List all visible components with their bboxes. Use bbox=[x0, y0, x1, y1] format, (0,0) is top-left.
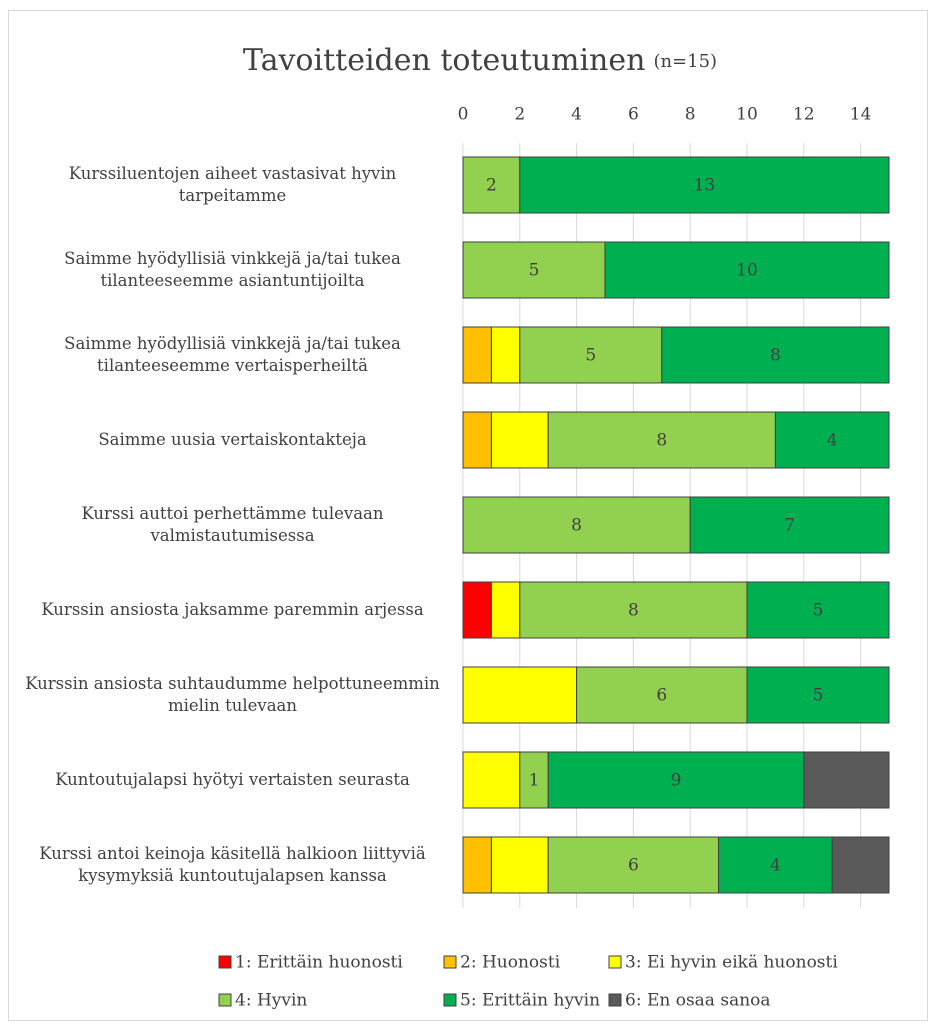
bar-segment bbox=[689, 496, 890, 554]
bar-segment bbox=[490, 836, 549, 894]
x-tick-label: 12 bbox=[793, 105, 815, 125]
bar-segment bbox=[462, 241, 606, 299]
bar-segment bbox=[490, 581, 521, 639]
bar-segment bbox=[490, 411, 549, 469]
category-label: Saimme uusia vertaiskontakteja bbox=[98, 430, 367, 449]
x-tick-label: 8 bbox=[685, 105, 696, 125]
bar-segment bbox=[547, 751, 805, 809]
legend-label: 2: Huonosti bbox=[460, 953, 561, 973]
legend-swatch bbox=[608, 955, 622, 969]
category-label: Kurssiluentojen aiheet vastasivat hyvin … bbox=[68, 164, 397, 205]
legend-label: 6: En osaa sanoa bbox=[625, 991, 771, 1011]
data-label: 5 bbox=[813, 686, 824, 706]
bar-segment bbox=[831, 836, 890, 894]
category-label: Kurssin ansiosta jaksamme paremmin arjes… bbox=[41, 600, 424, 619]
data-label: 8 bbox=[628, 601, 639, 621]
category-label-box: Kurssi auttoi perhettämme tulevaan valmi… bbox=[81, 504, 384, 545]
category-label: Saimme hyödyllisiä vinkkejä ja/tai tukea… bbox=[64, 334, 401, 375]
bar-segment bbox=[604, 241, 890, 299]
legend-swatch bbox=[608, 993, 622, 1007]
category-label-box: Saimme hyödyllisiä vinkkejä ja/tai tukea… bbox=[64, 249, 401, 290]
category-label-box: Kuntoutujalapsi hyötyi vertaisten seuras… bbox=[55, 770, 410, 789]
chart-title-line: Tavoitteiden toteutuminen (n=15) bbox=[243, 43, 717, 78]
bar-segment bbox=[462, 156, 521, 214]
data-label: 6 bbox=[656, 686, 667, 706]
data-label: 6 bbox=[628, 856, 639, 876]
bar-segment bbox=[519, 156, 890, 214]
bar-segment bbox=[462, 836, 492, 894]
bar-segment bbox=[462, 496, 691, 554]
data-label: 7 bbox=[784, 516, 795, 536]
x-tick-label: 6 bbox=[628, 105, 639, 125]
legend-label: 5: Erittäin hyvin bbox=[460, 991, 600, 1011]
category-label-box: Saimme uusia vertaiskontakteja bbox=[98, 430, 367, 449]
data-label: 4 bbox=[827, 431, 838, 451]
x-tick-label: 10 bbox=[736, 105, 758, 125]
bar-segment bbox=[746, 666, 890, 724]
x-tick-label: 4 bbox=[571, 105, 582, 125]
data-label: 5 bbox=[529, 261, 540, 281]
bar-segment bbox=[547, 411, 776, 469]
x-tick-label: 2 bbox=[514, 105, 525, 125]
bar-segment bbox=[462, 411, 492, 469]
category-label-box: Kurssin ansiosta suhtaudumme helpottunee… bbox=[25, 674, 440, 715]
category-label-box: Kurssin ansiosta jaksamme paremmin arjes… bbox=[41, 600, 424, 619]
bar-segment bbox=[547, 836, 720, 894]
bar-segment bbox=[661, 326, 890, 384]
bar-segment bbox=[519, 751, 549, 809]
data-label: 1 bbox=[529, 771, 540, 791]
bar-segment bbox=[462, 581, 492, 639]
bar-segment bbox=[576, 666, 748, 724]
legend-label: 3: Ei hyvin eikä huonosti bbox=[625, 953, 838, 973]
category-label: Kurssi antoi keinoja käsitellä halkioon … bbox=[39, 844, 426, 885]
legend-swatch bbox=[218, 955, 232, 969]
data-label: 2 bbox=[486, 176, 497, 196]
bar-segment bbox=[462, 751, 521, 809]
data-label: 13 bbox=[694, 176, 716, 196]
data-label: 8 bbox=[571, 516, 582, 536]
legend-swatch bbox=[443, 993, 457, 1007]
legend-label: 1: Erittäin huonosti bbox=[235, 953, 403, 973]
data-label: 5 bbox=[813, 601, 824, 621]
bar-segment bbox=[462, 666, 578, 724]
legend-label: 4: Hyvin bbox=[235, 991, 307, 1011]
category-label: Saimme hyödyllisiä vinkkejä ja/tai tukea… bbox=[64, 249, 401, 290]
category-label-box: Kurssiluentojen aiheet vastasivat hyvin … bbox=[68, 164, 397, 205]
bar-segment bbox=[490, 326, 521, 384]
category-label-box: Kurssi antoi keinoja käsitellä halkioon … bbox=[39, 844, 426, 885]
bar-segment bbox=[803, 751, 890, 809]
bar-segment bbox=[718, 836, 833, 894]
data-label: 9 bbox=[671, 771, 682, 791]
data-label: 8 bbox=[656, 431, 667, 451]
data-label: 5 bbox=[585, 346, 596, 366]
category-label: Kuntoutujalapsi hyötyi vertaisten seuras… bbox=[55, 770, 410, 789]
bar-segment bbox=[519, 581, 748, 639]
legend-swatch bbox=[443, 955, 457, 969]
category-label: Kurssi auttoi perhettämme tulevaan valmi… bbox=[81, 504, 384, 545]
legend-swatch bbox=[218, 993, 232, 1007]
bar-segment bbox=[746, 581, 890, 639]
category-label: Kurssin ansiosta suhtaudumme helpottunee… bbox=[25, 674, 440, 715]
category-label-box: Saimme hyödyllisiä vinkkejä ja/tai tukea… bbox=[64, 334, 401, 375]
data-label: 10 bbox=[736, 261, 758, 281]
x-tick-label: 14 bbox=[850, 105, 872, 125]
data-label: 4 bbox=[770, 856, 781, 876]
x-tick-label: 0 bbox=[458, 105, 469, 125]
bar-segment bbox=[774, 411, 890, 469]
chart-title: Tavoitteiden toteutuminen bbox=[243, 43, 646, 78]
bar-segment bbox=[462, 326, 492, 384]
chart-subtitle: (n=15) bbox=[653, 51, 717, 72]
data-label: 8 bbox=[770, 346, 781, 366]
